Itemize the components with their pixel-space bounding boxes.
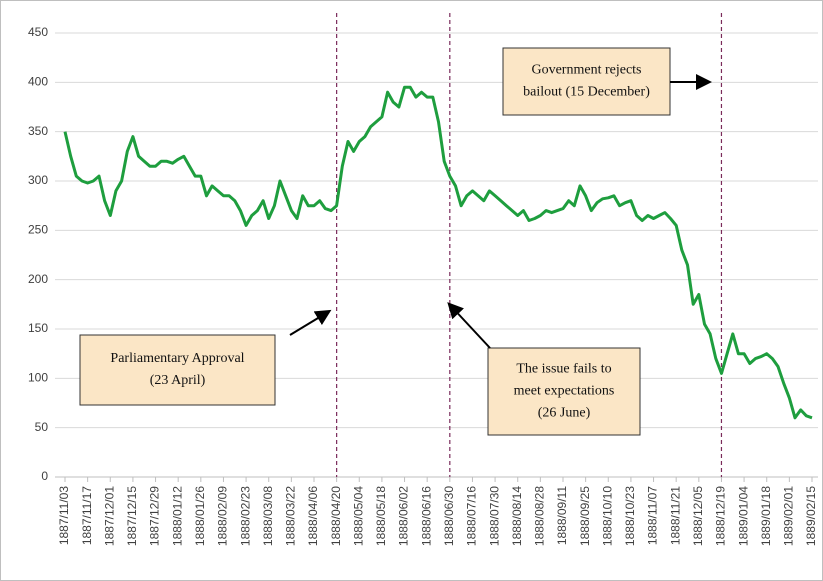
x-tick-label: 1888/11/07 xyxy=(646,486,660,545)
x-tick-label: 1888/03/22 xyxy=(284,486,298,546)
x-tick-label: 1887/11/17 xyxy=(80,486,94,545)
annotation-text: (23 April) xyxy=(150,373,206,388)
x-tick-label: 1888/09/11 xyxy=(555,486,569,545)
x-tick-label: 1888/07/16 xyxy=(465,486,479,546)
y-tick-label: 150 xyxy=(28,321,48,335)
x-tick-label: 1889/01/18 xyxy=(759,486,773,546)
x-tick-label: 1887/12/29 xyxy=(148,486,162,546)
x-tick-label: 1888/10/23 xyxy=(623,486,637,546)
annotation-box xyxy=(502,47,671,116)
x-tick-label: 1888/02/09 xyxy=(216,486,230,546)
annotation-text: Government rejects xyxy=(531,63,641,78)
x-tick-label: 1888/01/26 xyxy=(193,486,207,546)
annotation-arrow xyxy=(447,302,491,349)
x-tick-label: 1888/06/02 xyxy=(397,486,411,546)
annotation-text: bailout (15 December) xyxy=(523,85,650,100)
x-tick-label: 1887/11/03 xyxy=(57,486,71,545)
x-tick-label: 1888/10/10 xyxy=(600,486,614,546)
x-tick-label: 1888/11/21 xyxy=(668,486,682,545)
x-tick-label: 1888/07/30 xyxy=(487,486,501,546)
annotation-text: (26 June) xyxy=(538,406,591,421)
y-tick-label: 0 xyxy=(41,469,48,483)
y-tick-label: 450 xyxy=(28,25,48,39)
annotation-text: Parliamentary Approval xyxy=(110,351,244,366)
y-tick-label: 100 xyxy=(28,371,48,385)
x-tick-label: 1888/03/08 xyxy=(261,486,275,546)
x-tick-label: 1887/12/15 xyxy=(125,486,139,546)
annotation-box xyxy=(487,347,641,436)
x-tick-label: 1888/04/20 xyxy=(329,486,343,546)
y-tick-label: 200 xyxy=(28,272,48,286)
annotation: Government rejects bailout (15 December) xyxy=(502,47,671,116)
x-tick-label: 1889/02/01 xyxy=(782,486,796,546)
y-tick-label: 250 xyxy=(28,223,48,237)
x-tick-label: 1887/12/01 xyxy=(102,486,116,546)
x-tick-label: 1888/08/14 xyxy=(510,486,524,546)
x-tick-label: 1888/01/12 xyxy=(170,486,184,546)
annotation: Parliamentary Approval (23 April) xyxy=(79,334,276,406)
x-tick-label: 1888/12/05 xyxy=(691,486,705,546)
x-tick-label: 1888/04/06 xyxy=(306,486,320,546)
x-tick-label: 1888/06/16 xyxy=(419,486,433,546)
x-tick-label: 1889/02/15 xyxy=(804,486,818,546)
annotation: The issue fails to meet expectations (26 J… xyxy=(487,347,641,436)
y-tick-label: 350 xyxy=(28,124,48,138)
x-tick-label: 1888/06/30 xyxy=(442,486,456,546)
x-tick-label: 1888/08/28 xyxy=(533,486,547,546)
x-tick-label: 1888/02/23 xyxy=(238,486,252,546)
annotation-text: meet expectations xyxy=(514,384,615,399)
annotation-text: The issue fails to xyxy=(516,362,611,377)
x-tick-label: 1888/09/25 xyxy=(578,486,592,546)
x-tick-label: 1888/12/19 xyxy=(714,486,728,546)
x-tick-label: 1888/05/18 xyxy=(374,486,388,546)
x-tick-label: 1888/05/04 xyxy=(351,486,365,546)
annotation-arrow xyxy=(289,309,332,336)
y-tick-label: 300 xyxy=(28,173,48,187)
y-tick-label: 400 xyxy=(28,75,48,89)
annotation-box xyxy=(79,334,276,406)
line-series xyxy=(63,85,813,420)
y-tick-label: 50 xyxy=(35,420,49,434)
x-tick-label: 1889/01/04 xyxy=(736,486,750,546)
